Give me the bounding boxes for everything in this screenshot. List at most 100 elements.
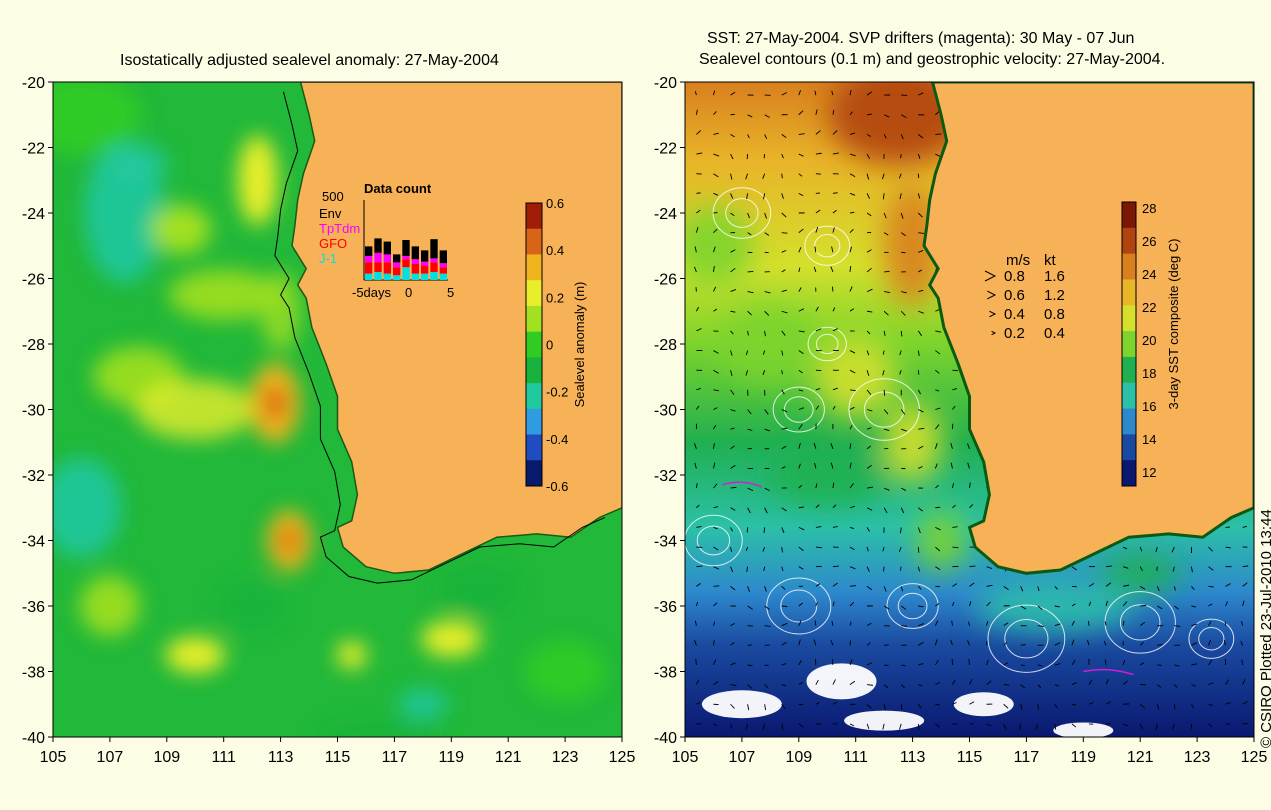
velocity-arrow [1037, 605, 1043, 610]
velocity-arrow [713, 246, 716, 253]
colorbar-tick-label: 28 [1142, 201, 1156, 216]
velocity-arrow [815, 226, 819, 233]
speed-legend-ms: 0.8 [1004, 268, 1025, 285]
velocity-arrow [1174, 684, 1178, 688]
left-map-x-tick-label: 123 [552, 749, 579, 766]
velocity-arrow [1190, 723, 1193, 730]
inset-x-label: 0 [405, 285, 412, 300]
colorbar-tick-label: -0.4 [546, 432, 568, 447]
velocity-arrow [918, 445, 924, 450]
velocity-arrow [969, 504, 974, 509]
velocity-arrow [695, 658, 697, 665]
speed-legend-kt: 1.2 [1044, 287, 1065, 304]
anomaly-blob [53, 457, 122, 558]
velocity-arrow [764, 291, 771, 294]
velocity-arrow [832, 582, 838, 587]
velocity-arrow [884, 291, 891, 294]
velocity-arrow [935, 407, 941, 410]
sealevel-contour [1198, 627, 1225, 651]
speed-legend-arrow [991, 330, 997, 336]
velocity-arrow [781, 566, 784, 572]
velocity-arrow [747, 664, 753, 667]
colorbar-swatch [1122, 202, 1136, 229]
velocity-arrow [815, 328, 822, 332]
velocity-arrow [764, 428, 771, 432]
velocity-arrow [950, 462, 953, 469]
right-map-y-tick-label: -24 [654, 206, 677, 223]
velocity-arrow [1173, 704, 1176, 710]
velocity-arrow [1088, 583, 1095, 587]
velocity-arrow [730, 623, 735, 627]
speed-legend-kt: 1.6 [1044, 268, 1065, 285]
velocity-arrow [849, 369, 856, 374]
velocity-arrow [763, 193, 766, 200]
inset-bar-tp [411, 259, 419, 264]
velocity-arrow [901, 428, 907, 432]
velocity-arrow [830, 266, 834, 273]
speed-legend-kt: 0.4 [1044, 325, 1065, 342]
velocity-arrow [884, 664, 889, 667]
velocity-arrow [1037, 684, 1042, 689]
velocity-arrow [694, 91, 697, 96]
velocity-arrow [900, 310, 906, 316]
velocity-arrow [815, 679, 819, 685]
speed-legend-ms: 0.4 [1004, 306, 1025, 323]
velocity-arrow [762, 173, 766, 179]
velocity-arrow [1208, 703, 1213, 706]
velocity-arrow [934, 659, 939, 666]
colorbar-swatch [1122, 434, 1136, 461]
colorbar-swatch [1122, 253, 1136, 280]
velocity-arrow [832, 130, 838, 135]
velocity-arrow [1071, 603, 1076, 607]
velocity-arrow [762, 350, 766, 355]
velocity-arrow [1122, 546, 1128, 550]
velocity-arrow [764, 704, 767, 711]
velocity-arrow [713, 407, 718, 410]
speed-legend-ms: 0.6 [1004, 287, 1025, 304]
velocity-arrow [849, 389, 856, 392]
colorbar-swatch [526, 254, 542, 281]
velocity-arrow [1241, 620, 1244, 626]
anomaly-blob [168, 269, 279, 320]
left-panel-title: Isostatically adjusted sealevel anomaly:… [120, 52, 499, 69]
velocity-arrow [745, 173, 749, 180]
cloud-mask [701, 690, 782, 719]
inset-bar-tp [365, 256, 373, 263]
velocity-arrow [747, 212, 750, 219]
colorbar-swatch [526, 383, 542, 410]
velocity-arrow [747, 684, 753, 689]
velocity-arrow [781, 684, 787, 687]
velocity-arrow [918, 232, 925, 234]
left-map-y-tick-label: -20 [22, 75, 45, 92]
velocity-arrow [694, 266, 697, 273]
velocity-arrow [866, 173, 870, 180]
velocity-arrow [832, 227, 835, 233]
velocity-arrow [849, 228, 854, 233]
velocity-arrow [1087, 639, 1090, 646]
velocity-arrow [798, 659, 802, 666]
velocity-arrow [815, 504, 820, 509]
velocity-arrow [798, 526, 805, 531]
velocity-arrow [882, 546, 885, 552]
velocity-arrow [813, 639, 817, 646]
colorbar-swatch [526, 228, 542, 255]
velocity-arrow [901, 664, 906, 667]
inset-bar-env [393, 254, 401, 263]
right-map-x-tick-label: 115 [957, 749, 983, 766]
right-map-y-tick-label: -34 [654, 534, 677, 551]
velocity-arrow [866, 642, 871, 646]
velocity-arrow [730, 249, 736, 253]
velocity-arrow [952, 388, 958, 391]
velocity-arrow [813, 266, 817, 273]
right-map-y-tick-label: -28 [654, 337, 677, 354]
velocity-arrow [917, 586, 922, 590]
inset-bar-gfo [365, 262, 373, 274]
inset-bar-env [439, 250, 447, 264]
velocity-arrow [849, 153, 856, 157]
velocity-arrow [1105, 701, 1112, 705]
velocity-arrow [1225, 546, 1231, 549]
velocity-arrow [917, 350, 920, 356]
velocity-arrow [1191, 642, 1198, 646]
velocity-arrow [968, 621, 970, 626]
velocity-arrow [849, 680, 856, 685]
